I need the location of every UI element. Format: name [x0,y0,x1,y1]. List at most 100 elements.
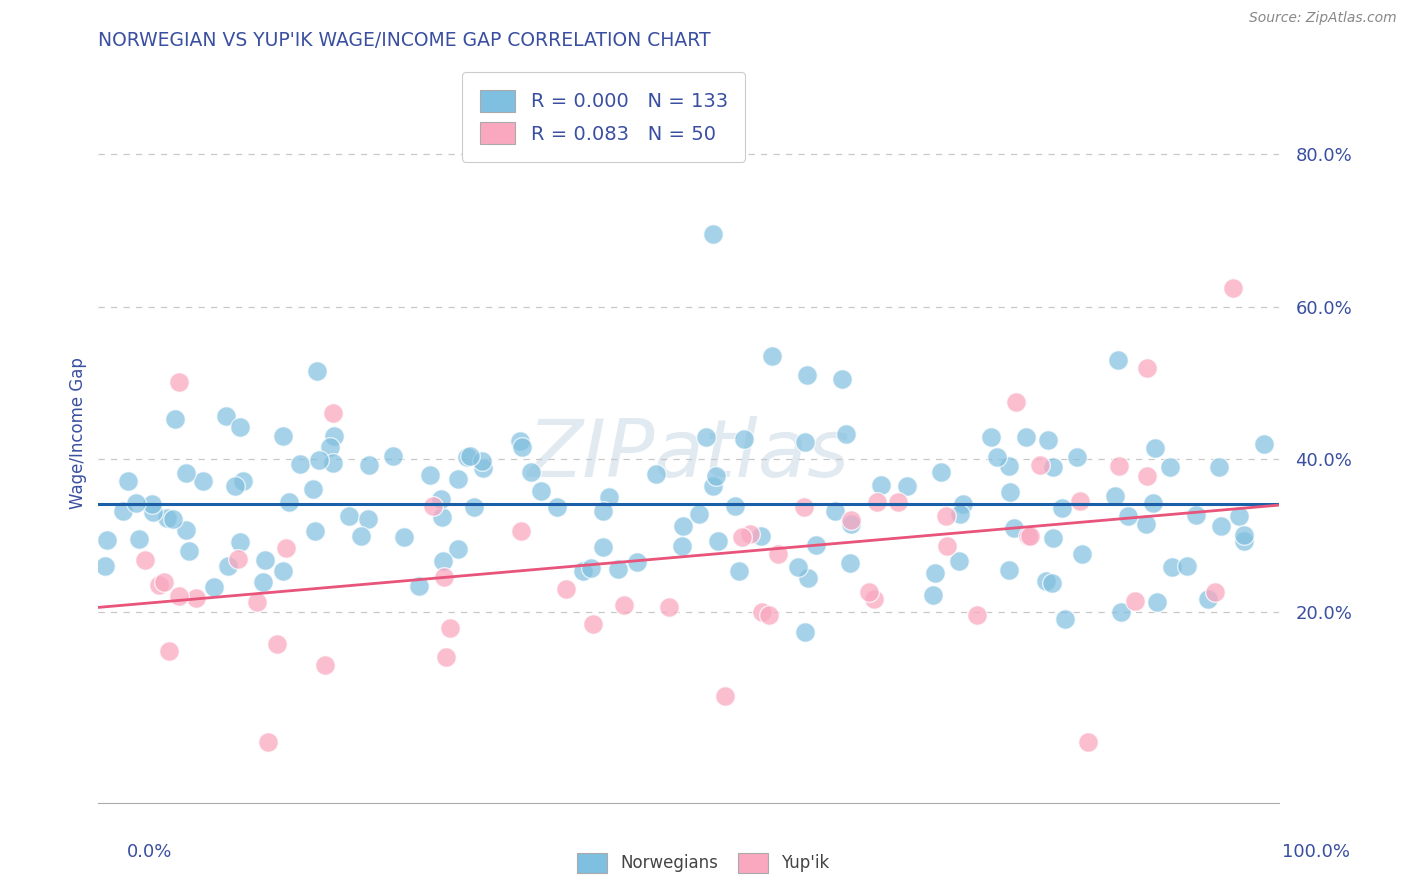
Point [447,542,470,557]
Point [671,539,693,553]
Point [471,461,494,475]
Point [922,588,945,602]
Point [134,553,156,567]
Point [357,458,380,472]
Point [350,529,373,543]
Point [1204,584,1226,599]
Point [191,474,214,488]
Point [796,368,818,383]
Point [1136,360,1159,375]
Point [458,449,481,463]
Point [117,474,139,488]
Point [793,500,815,514]
Point [839,556,862,570]
Point [1107,353,1129,368]
Point [658,600,681,615]
Point [695,430,717,444]
Point [862,592,884,607]
Point [1142,496,1164,510]
Point [1222,280,1244,294]
Point [96,533,118,548]
Point [167,375,190,389]
Point [672,518,695,533]
Point [1015,430,1038,444]
Point [176,466,198,480]
Point [787,560,810,574]
Point [228,535,250,549]
Point [1116,509,1139,524]
Point [1111,606,1133,620]
Point [804,538,827,552]
Point [866,494,889,508]
Point [688,507,710,521]
Point [94,559,117,574]
Point [456,450,478,464]
Point [510,524,533,539]
Point [966,608,988,623]
Point [1029,458,1052,472]
Point [162,511,184,525]
Point [392,530,415,544]
Point [607,562,630,576]
Point [167,589,190,603]
Point [936,539,959,553]
Point [530,483,553,498]
Point [337,509,360,524]
Point [1000,485,1022,500]
Point [797,571,820,585]
Point [761,349,783,363]
Point [179,544,201,558]
Point [1197,592,1219,607]
Point [1123,594,1146,608]
Point [432,554,454,568]
Point [277,495,299,509]
Point [232,474,254,488]
Point [592,540,614,554]
Point [733,432,755,446]
Point [1108,458,1130,473]
Point [510,441,533,455]
Point [433,569,456,583]
Point [738,527,761,541]
Point [1066,450,1088,464]
Point [429,492,451,507]
Point [929,465,952,479]
Legend: Norwegians, Yup'ik: Norwegians, Yup'ik [569,847,837,880]
Point [432,510,454,524]
Point [870,477,893,491]
Point [1042,531,1064,545]
Point [1042,459,1064,474]
Point [217,558,239,573]
Point [520,466,543,480]
Y-axis label: Wage/Income Gap: Wage/Income Gap [69,357,87,508]
Point [174,523,197,537]
Point [794,625,817,640]
Point [215,409,238,423]
Point [323,429,346,443]
Point [714,689,737,703]
Point [831,372,853,386]
Point [224,479,246,493]
Point [271,564,294,578]
Point [1253,437,1275,451]
Point [793,435,815,450]
Point [322,406,344,420]
Point [111,504,134,518]
Point [952,497,974,511]
Point [228,552,250,566]
Point [471,453,494,467]
Point [1144,442,1167,456]
Point [1050,501,1073,516]
Point [724,500,747,514]
Point [731,530,754,544]
Point [998,459,1021,474]
Point [555,582,578,596]
Point [592,504,614,518]
Point [246,595,269,609]
Point [1035,574,1057,589]
Point [1208,459,1230,474]
Point [304,524,326,539]
Point [276,541,298,555]
Point [581,560,603,574]
Point [319,440,342,454]
